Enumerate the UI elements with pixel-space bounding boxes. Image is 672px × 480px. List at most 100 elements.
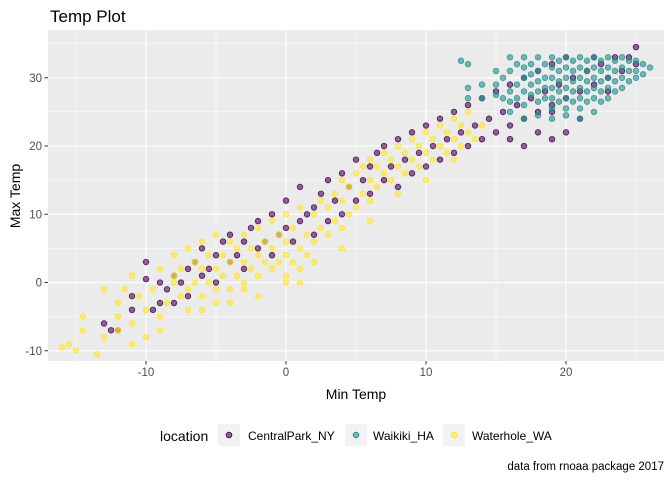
point-waikiki-ha	[555, 77, 563, 85]
point-waikiki-ha	[576, 74, 584, 81]
point-waterhole-wa	[464, 129, 472, 136]
point-waikiki-ha	[534, 112, 542, 119]
point-waterhole-wa	[338, 176, 346, 184]
point-waikiki-ha	[541, 95, 549, 102]
point-waterhole-wa	[387, 176, 395, 184]
point-waikiki-ha	[548, 105, 556, 112]
point-waikiki-ha	[513, 81, 521, 88]
point-waterhole-wa	[310, 211, 318, 218]
point-waikiki-ha	[632, 57, 640, 64]
point-waterhole-wa	[254, 252, 262, 259]
point-centralpark-ny	[212, 252, 220, 259]
point-waterhole-wa	[156, 327, 164, 334]
point-waterhole-wa	[79, 327, 87, 334]
point-waterhole-wa	[170, 252, 178, 259]
point-waikiki-ha	[520, 101, 528, 109]
point-waterhole-wa	[366, 176, 374, 184]
point-waterhole-wa	[226, 286, 234, 293]
point-waterhole-wa	[310, 258, 318, 266]
y-axis-label: Max Temp	[7, 164, 23, 229]
point-waikiki-ha	[569, 98, 577, 105]
data-points	[58, 43, 654, 358]
point-waikiki-ha	[611, 88, 619, 95]
point-waterhole-wa	[149, 286, 157, 293]
point-waterhole-wa	[394, 163, 402, 170]
point-centralpark-ny	[268, 252, 276, 259]
x-tick-label: 10	[420, 367, 433, 379]
point-centralpark-ny	[240, 265, 248, 273]
point-waikiki-ha	[618, 64, 626, 71]
point-waikiki-ha	[534, 98, 542, 105]
point-centralpark-ny	[247, 224, 255, 232]
point-waikiki-ha	[604, 54, 612, 61]
point-waterhole-wa	[240, 258, 248, 266]
point-waikiki-ha	[506, 108, 514, 116]
point-centralpark-ny	[303, 211, 311, 218]
point-waterhole-wa	[93, 350, 101, 358]
point-centralpark-ny	[408, 170, 416, 177]
point-waikiki-ha	[562, 54, 570, 61]
point-centralpark-ny	[338, 170, 346, 177]
x-tick-label: -10	[138, 367, 155, 379]
point-waikiki-ha	[618, 84, 626, 92]
point-centralpark-ny	[548, 135, 556, 143]
point-waikiki-ha	[590, 95, 598, 102]
point-centralpark-ny	[268, 211, 276, 218]
point-waterhole-wa	[205, 279, 213, 286]
point-centralpark-ny	[632, 43, 640, 51]
point-waterhole-wa	[380, 149, 388, 157]
point-waterhole-wa	[114, 299, 122, 307]
point-centralpark-ny	[506, 122, 514, 129]
point-waikiki-ha	[597, 88, 605, 95]
point-waterhole-wa	[58, 344, 66, 351]
point-waterhole-wa	[72, 347, 80, 354]
point-centralpark-ny	[534, 129, 542, 136]
point-waikiki-ha	[464, 95, 472, 102]
point-waterhole-wa	[240, 231, 248, 238]
point-waterhole-wa	[177, 265, 185, 273]
point-waikiki-ha	[569, 88, 577, 95]
point-waterhole-wa	[100, 333, 108, 341]
point-waterhole-wa	[114, 313, 122, 320]
point-waterhole-wa	[394, 190, 402, 197]
point-waikiki-ha	[506, 54, 514, 61]
point-waikiki-ha	[527, 71, 535, 78]
point-waikiki-ha	[541, 84, 549, 92]
point-waterhole-wa	[366, 197, 374, 204]
x-tick-label: 0	[283, 367, 289, 379]
point-waikiki-ha	[576, 54, 584, 61]
legend-label-waikiki: Waikiki_HA	[373, 429, 434, 443]
legend-key-centralpark	[225, 431, 233, 439]
point-waikiki-ha	[583, 98, 591, 105]
point-waterhole-wa	[254, 224, 262, 232]
point-centralpark-ny	[478, 135, 486, 143]
point-waterhole-wa	[401, 170, 409, 177]
point-waterhole-wa	[282, 211, 290, 218]
y-tick-label: 10	[29, 209, 42, 221]
point-waterhole-wa	[373, 183, 381, 191]
point-waikiki-ha	[492, 67, 500, 75]
major-gridlines	[48, 30, 664, 361]
point-waikiki-ha	[492, 81, 500, 88]
point-centralpark-ny	[513, 101, 521, 109]
point-waikiki-ha	[646, 64, 654, 71]
point-waterhole-wa	[450, 115, 458, 122]
point-waterhole-wa	[198, 238, 206, 245]
point-waikiki-ha	[604, 84, 612, 92]
point-waterhole-wa	[366, 156, 374, 163]
point-waikiki-ha	[534, 54, 542, 61]
point-centralpark-ny	[324, 176, 332, 184]
point-waterhole-wa	[212, 299, 220, 307]
point-centralpark-ny	[324, 217, 332, 225]
point-waterhole-wa	[219, 252, 227, 259]
point-waikiki-ha	[527, 81, 535, 88]
point-waikiki-ha	[576, 84, 584, 92]
point-waikiki-ha	[632, 67, 640, 75]
point-waterhole-wa	[303, 231, 311, 238]
point-waterhole-wa	[464, 108, 472, 116]
point-waterhole-wa	[471, 135, 479, 143]
point-waikiki-ha	[548, 54, 556, 61]
point-waikiki-ha	[534, 67, 542, 75]
point-waterhole-wa	[226, 258, 234, 266]
point-waterhole-wa	[261, 258, 269, 266]
